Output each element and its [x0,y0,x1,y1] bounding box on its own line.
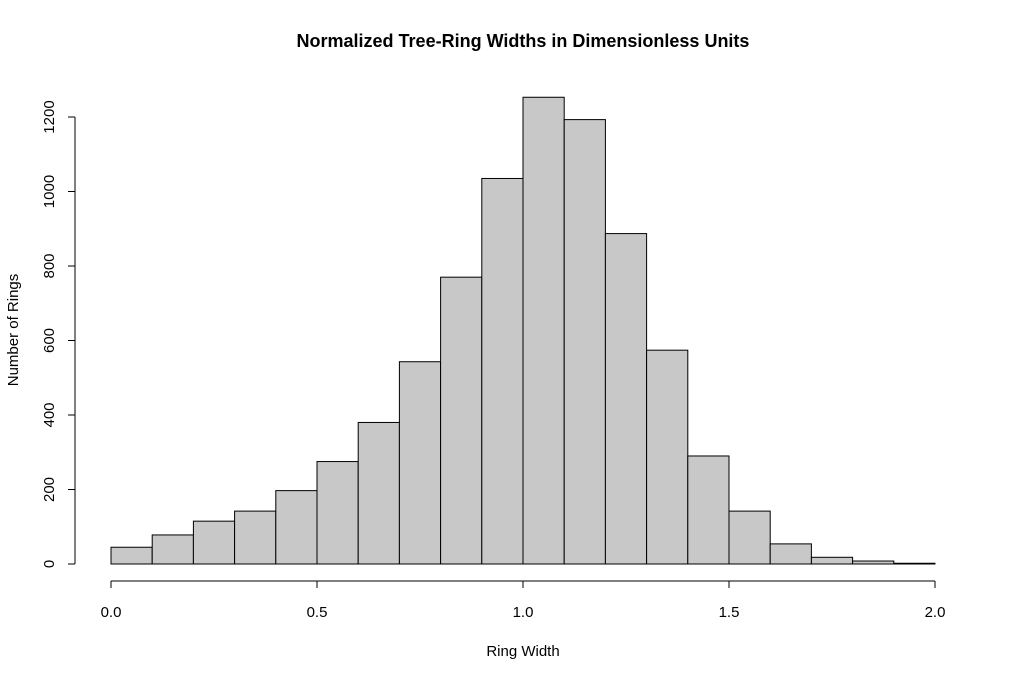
histogram-bar [563,119,606,565]
y-tick-label: 1000 [41,175,58,208]
histogram-bar [522,96,565,565]
histogram-bar [398,361,442,565]
x-axis: 0.0 0.5 1.0 1.5 2.0 [101,580,946,621]
histogram-bar [316,461,359,565]
y-tick-label: 200 [41,477,58,502]
histogram-bar [687,455,730,565]
x-tick-label: 1.0 [513,604,534,621]
y-tick-label: 600 [41,328,58,353]
x-tick-label: 0.5 [307,604,328,621]
histogram-bar [440,276,483,565]
x-tick-label: 2.0 [925,604,946,621]
histogram-bar [110,546,153,565]
y-tick-label: 800 [41,253,58,278]
histogram-bar [192,520,236,565]
y-tick-label: 400 [41,402,58,427]
histogram-bar [646,349,689,565]
histogram-bar [769,543,812,565]
x-tick-label: 0.0 [101,604,122,621]
histogram-bar [481,177,524,565]
histogram-bar [893,562,936,565]
histogram-bar [234,510,277,565]
x-tick-label: 1.5 [719,604,740,621]
histogram-bar [852,560,895,565]
histogram-bar [728,510,771,565]
chart-title: Normalized Tree-Ring Widths in Dimension… [297,31,750,51]
bars-group [110,96,936,565]
histogram-bar [151,534,194,565]
x-axis-label: Ring Width [486,643,559,660]
y-tick-label: 1200 [41,100,58,133]
y-axis-label: Number of Rings [5,274,22,387]
histogram-bar [604,233,648,565]
y-tick-label: 0 [41,560,58,568]
histogram-bar [275,490,318,565]
y-axis: 0 200 400 600 800 1000 1200 [41,100,76,568]
histogram-bar [357,421,400,565]
histogram-bar [810,556,854,565]
